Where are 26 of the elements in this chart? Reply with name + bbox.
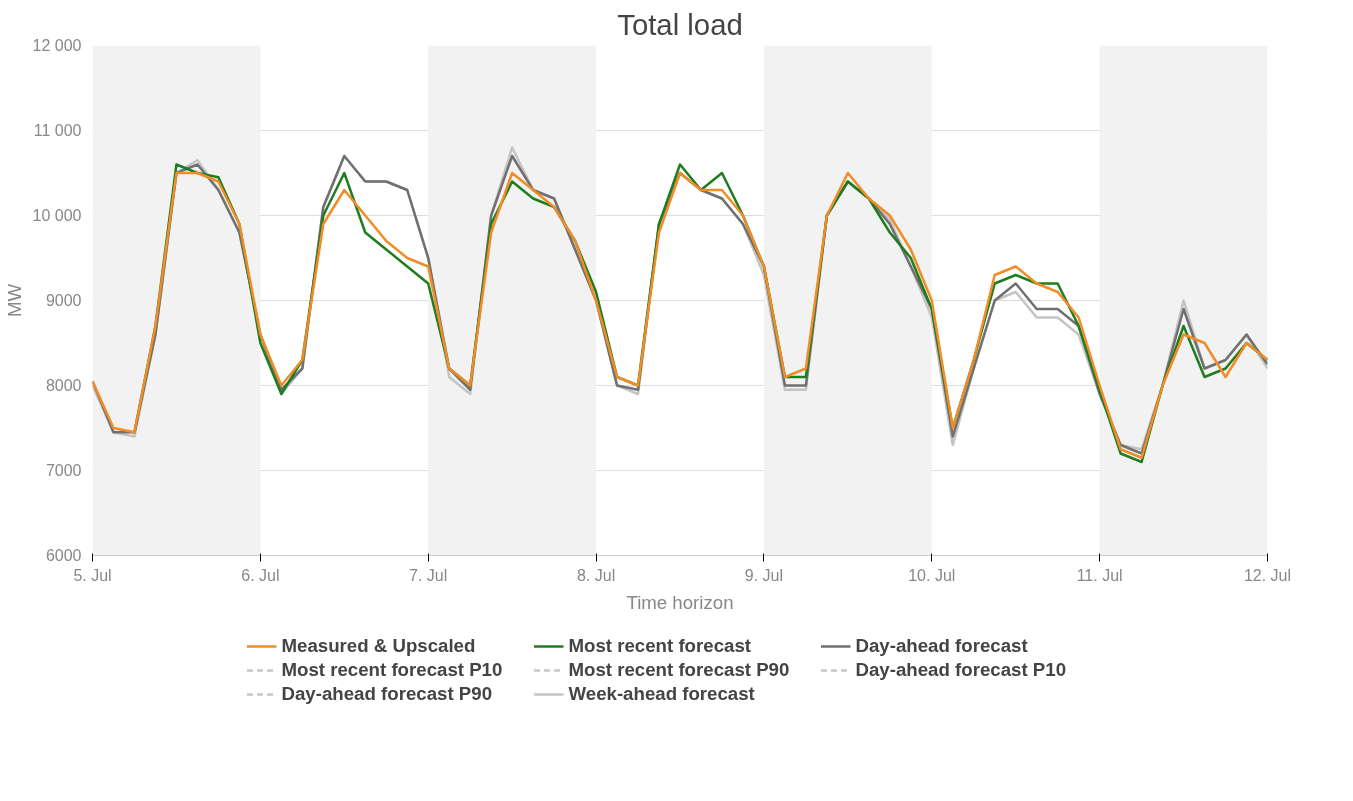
y-tick-label: 6000 [45, 547, 82, 564]
y-tick-label: 7000 [45, 462, 82, 479]
legend-label: Measured & Upscaled [281, 635, 477, 657]
y-tick-label: 12 000 [32, 37, 82, 54]
x-tick-label: 11. Jul [1076, 566, 1123, 584]
y-tick-label: 8000 [45, 377, 82, 394]
y-tick-label: 11 000 [33, 122, 82, 139]
legend-label: Day-ahead forecast [855, 635, 1029, 657]
x-axis-title: Time horizon [626, 591, 734, 613]
legend-label: Day-ahead forecast P10 [855, 659, 1067, 681]
x-tick-label: 8. Jul [576, 566, 616, 584]
y-axis-title: MW [3, 283, 25, 318]
x-tick-label: 7. Jul [409, 566, 448, 584]
legend-label: Day-ahead forecast P90 [281, 683, 493, 705]
x-tick-label: 12. Jul [1243, 566, 1292, 584]
chart-title: Total load [617, 7, 743, 41]
y-tick-label: 10 000 [32, 207, 82, 224]
x-tick-label: 10. Jul [908, 566, 956, 584]
legend-label: Most recent forecast P90 [568, 659, 791, 681]
legend-label: Week-ahead forecast [568, 683, 756, 705]
y-tick-label: 9000 [45, 292, 82, 309]
legend-label: Most recent forecast [568, 635, 752, 657]
x-tick-label: 5. Jul [73, 566, 112, 584]
legend-label: Most recent forecast P10 [281, 659, 504, 681]
x-tick-label: 6. Jul [241, 566, 280, 584]
x-tick-label: 9. Jul [744, 566, 784, 584]
